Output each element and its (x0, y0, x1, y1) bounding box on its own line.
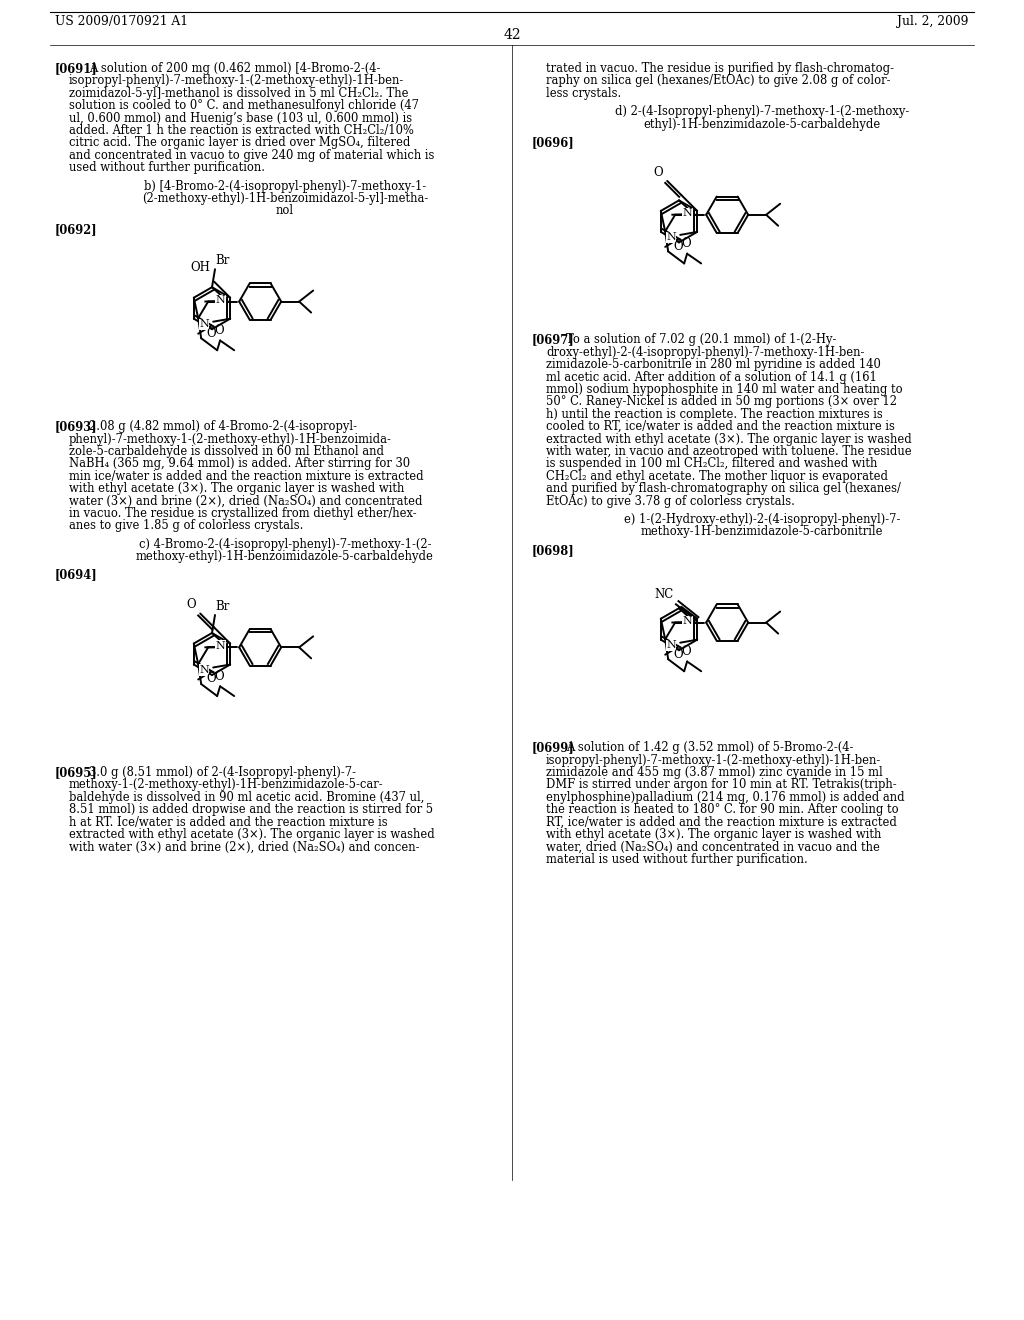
Text: methoxy-1H-benzimidazole-5-carbonitrile: methoxy-1H-benzimidazole-5-carbonitrile (641, 525, 884, 539)
Text: b) [4-Bromo-2-(4-isopropyl-phenyl)-7-methoxy-1-: b) [4-Bromo-2-(4-isopropyl-phenyl)-7-met… (144, 180, 426, 193)
Text: baldehyde is dissolved in 90 ml acetic acid. Bromine (437 ul,: baldehyde is dissolved in 90 ml acetic a… (69, 791, 424, 804)
Text: RT, ice/water is added and the reaction mixture is extracted: RT, ice/water is added and the reaction … (546, 816, 897, 829)
Text: d) 2-(4-Isopropyl-phenyl)-7-methoxy-1-(2-methoxy-: d) 2-(4-Isopropyl-phenyl)-7-methoxy-1-(2… (614, 106, 909, 119)
Text: [0691]: [0691] (55, 62, 97, 75)
Text: NaBH₄ (365 mg, 9.64 mmol) is added. After stirring for 30: NaBH₄ (365 mg, 9.64 mmol) is added. Afte… (69, 458, 411, 470)
Text: N: N (216, 642, 225, 651)
Text: extracted with ethyl acetate (3×). The organic layer is washed: extracted with ethyl acetate (3×). The o… (69, 828, 435, 841)
Text: CH₂Cl₂ and ethyl acetate. The mother liquor is evaporated: CH₂Cl₂ and ethyl acetate. The mother liq… (546, 470, 888, 483)
Text: O: O (214, 325, 224, 337)
Text: with water (3×) and brine (2×), dried (Na₂SO₄) and concen-: with water (3×) and brine (2×), dried (N… (69, 841, 420, 854)
Text: trated in vacuo. The residue is purified by flash-chromatog-: trated in vacuo. The residue is purified… (546, 62, 894, 75)
Text: in vacuo. The residue is crystallized from diethyl ether/hex-: in vacuo. The residue is crystallized fr… (69, 507, 417, 520)
Text: A solution of 200 mg (0.462 mmol) [4-Bromo-2-(4-: A solution of 200 mg (0.462 mmol) [4-Bro… (89, 62, 380, 75)
Text: with ethyl acetate (3×). The organic layer is washed with: with ethyl acetate (3×). The organic lay… (69, 482, 404, 495)
Text: material is used without further purification.: material is used without further purific… (546, 853, 808, 866)
Text: DMF is stirred under argon for 10 min at RT. Tetrakis(triph-: DMF is stirred under argon for 10 min at… (546, 779, 897, 792)
Text: methoxy-1-(2-methoxy-ethyl)-1H-benzimidazole-5-car-: methoxy-1-(2-methoxy-ethyl)-1H-benzimida… (69, 779, 384, 792)
Text: EtOAc) to give 3.78 g of colorless crystals.: EtOAc) to give 3.78 g of colorless cryst… (546, 495, 795, 508)
Text: nol: nol (275, 205, 294, 218)
Text: NC: NC (654, 587, 673, 601)
Text: droxy-ethyl)-2-(4-isopropyl-phenyl)-7-methoxy-1H-ben-: droxy-ethyl)-2-(4-isopropyl-phenyl)-7-me… (546, 346, 864, 359)
Text: zoimidazol-5-yl]-methanol is dissolved in 5 ml CH₂Cl₂. The: zoimidazol-5-yl]-methanol is dissolved i… (69, 87, 409, 100)
Text: N: N (216, 296, 225, 305)
Text: O: O (207, 327, 216, 339)
Text: 3.0 g (8.51 mmol) of 2-(4-Isopropyl-phenyl)-7-: 3.0 g (8.51 mmol) of 2-(4-Isopropyl-phen… (89, 766, 356, 779)
Text: N: N (200, 665, 209, 675)
Text: ethyl)-1H-benzimidazole-5-carbaldehyde: ethyl)-1H-benzimidazole-5-carbaldehyde (643, 117, 881, 131)
Text: To a solution of 7.02 g (20.1 mmol) of 1-(2-Hy-: To a solution of 7.02 g (20.1 mmol) of 1… (566, 334, 837, 346)
Text: OH: OH (190, 261, 210, 273)
Text: 2.08 g (4.82 mmol) of 4-Bromo-2-(4-isopropyl-: 2.08 g (4.82 mmol) of 4-Bromo-2-(4-isopr… (89, 420, 357, 433)
Text: e) 1-(2-Hydroxy-ethyl)-2-(4-isopropyl-phenyl)-7-: e) 1-(2-Hydroxy-ethyl)-2-(4-isopropyl-ph… (624, 513, 900, 525)
Text: is suspended in 100 ml CH₂Cl₂, filtered and washed with: is suspended in 100 ml CH₂Cl₂, filtered … (546, 458, 878, 470)
Text: [0697]: [0697] (532, 334, 574, 346)
Text: 42: 42 (503, 28, 521, 42)
Text: N: N (683, 209, 692, 218)
Text: citric acid. The organic layer is dried over MgSO₄, filtered: citric acid. The organic layer is dried … (69, 136, 411, 149)
Text: [0695]: [0695] (55, 766, 97, 779)
Text: O: O (214, 671, 224, 682)
Text: water, dried (Na₂SO₄) and concentrated in vacuo and the: water, dried (Na₂SO₄) and concentrated i… (546, 841, 880, 854)
Text: and concentrated in vacuo to give 240 mg of material which is: and concentrated in vacuo to give 240 mg… (69, 149, 434, 162)
Text: O: O (674, 240, 683, 253)
Text: ul, 0.600 mmol) and Huenig’s base (103 ul, 0.600 mmol) is: ul, 0.600 mmol) and Huenig’s base (103 u… (69, 112, 412, 124)
Text: mmol) sodium hypophosphite in 140 ml water and heating to: mmol) sodium hypophosphite in 140 ml wat… (546, 383, 902, 396)
Text: [0699]: [0699] (532, 742, 574, 754)
Text: [0696]: [0696] (532, 136, 574, 149)
Text: added. After 1 h the reaction is extracted with CH₂Cl₂/10%: added. After 1 h the reaction is extract… (69, 124, 414, 137)
Text: and purified by flash-chromatography on silica gel (hexanes/: and purified by flash-chromatography on … (546, 482, 901, 495)
Text: N: N (200, 319, 209, 329)
Text: zimidazole and 455 mg (3.87 mmol) zinc cyanide in 15 ml: zimidazole and 455 mg (3.87 mmol) zinc c… (546, 766, 883, 779)
Text: isopropyl-phenyl)-7-methoxy-1-(2-methoxy-ethyl)-1H-ben-: isopropyl-phenyl)-7-methoxy-1-(2-methoxy… (69, 74, 404, 87)
Text: ml acetic acid. After addition of a solution of 14.1 g (161: ml acetic acid. After addition of a solu… (546, 371, 877, 384)
Text: A solution of 1.42 g (3.52 mmol) of 5-Bromo-2-(4-: A solution of 1.42 g (3.52 mmol) of 5-Br… (566, 742, 853, 754)
Text: methoxy-ethyl)-1H-benzoimidazole-5-carbaldehyde: methoxy-ethyl)-1H-benzoimidazole-5-carba… (136, 550, 434, 564)
Text: c) 4-Bromo-2-(4-isopropyl-phenyl)-7-methoxy-1-(2-: c) 4-Bromo-2-(4-isopropyl-phenyl)-7-meth… (138, 537, 431, 550)
Text: cooled to RT, ice/water is added and the reaction mixture is: cooled to RT, ice/water is added and the… (546, 420, 895, 433)
Text: h at RT. Ice/water is added and the reaction mixture is: h at RT. Ice/water is added and the reac… (69, 816, 388, 829)
Text: enylphosphine)palladium (214 mg, 0.176 mmol) is added and: enylphosphine)palladium (214 mg, 0.176 m… (546, 791, 904, 804)
Text: O: O (653, 166, 664, 180)
Text: (2-methoxy-ethyl)-1H-benzoimidazol-5-yl]-metha-: (2-methoxy-ethyl)-1H-benzoimidazol-5-yl]… (142, 191, 428, 205)
Text: water (3×) and brine (2×), dried (Na₂SO₄) and concentrated: water (3×) and brine (2×), dried (Na₂SO₄… (69, 495, 423, 508)
Text: with water, in vacuo and azeotroped with toluene. The residue: with water, in vacuo and azeotroped with… (546, 445, 911, 458)
Text: zimidazole-5-carbonitrile in 280 ml pyridine is added 140: zimidazole-5-carbonitrile in 280 ml pyri… (546, 358, 881, 371)
Text: h) until the reaction is complete. The reaction mixtures is: h) until the reaction is complete. The r… (546, 408, 883, 421)
Text: raphy on silica gel (hexanes/EtOAc) to give 2.08 g of color-: raphy on silica gel (hexanes/EtOAc) to g… (546, 74, 891, 87)
Text: N: N (667, 640, 676, 651)
Text: extracted with ethyl acetate (3×). The organic layer is washed: extracted with ethyl acetate (3×). The o… (546, 433, 911, 446)
Text: the reaction is heated to 180° C. for 90 min. After cooling to: the reaction is heated to 180° C. for 90… (546, 803, 899, 816)
Text: phenyl)-7-methoxy-1-(2-methoxy-ethyl)-1H-benzoimida-: phenyl)-7-methoxy-1-(2-methoxy-ethyl)-1H… (69, 433, 392, 446)
Text: Jul. 2, 2009: Jul. 2, 2009 (897, 15, 969, 28)
Text: Br: Br (215, 255, 229, 267)
Text: less crystals.: less crystals. (546, 87, 622, 100)
Text: isopropyl-phenyl)-7-methoxy-1-(2-methoxy-ethyl)-1H-ben-: isopropyl-phenyl)-7-methoxy-1-(2-methoxy… (546, 754, 882, 767)
Text: [0693]: [0693] (55, 420, 97, 433)
Text: used without further purification.: used without further purification. (69, 161, 265, 174)
Text: O: O (681, 645, 691, 659)
Text: solution is cooled to 0° C. and methanesulfonyl chloride (47: solution is cooled to 0° C. and methanes… (69, 99, 419, 112)
Text: [0698]: [0698] (532, 544, 574, 557)
Text: 50° C. Raney-Nickel is added in 50 mg portions (3× over 12: 50° C. Raney-Nickel is added in 50 mg po… (546, 396, 897, 408)
Text: zole-5-carbaldehyde is dissolved in 60 ml Ethanol and: zole-5-carbaldehyde is dissolved in 60 m… (69, 445, 384, 458)
Text: min ice/water is added and the reaction mixture is extracted: min ice/water is added and the reaction … (69, 470, 424, 483)
Text: O: O (207, 672, 216, 685)
Text: N: N (667, 232, 676, 243)
Text: O: O (186, 598, 197, 611)
Text: O: O (674, 648, 683, 661)
Text: O: O (681, 238, 691, 251)
Text: anes to give 1.85 g of colorless crystals.: anes to give 1.85 g of colorless crystal… (69, 519, 303, 532)
Text: Br: Br (215, 601, 229, 612)
Text: [0692]: [0692] (55, 223, 97, 236)
Text: with ethyl acetate (3×). The organic layer is washed with: with ethyl acetate (3×). The organic lay… (546, 828, 882, 841)
Text: N: N (683, 616, 692, 626)
Text: [0694]: [0694] (55, 569, 97, 582)
Text: US 2009/0170921 A1: US 2009/0170921 A1 (55, 15, 188, 28)
Text: 8.51 mmol) is added dropwise and the reaction is stirred for 5: 8.51 mmol) is added dropwise and the rea… (69, 803, 433, 816)
